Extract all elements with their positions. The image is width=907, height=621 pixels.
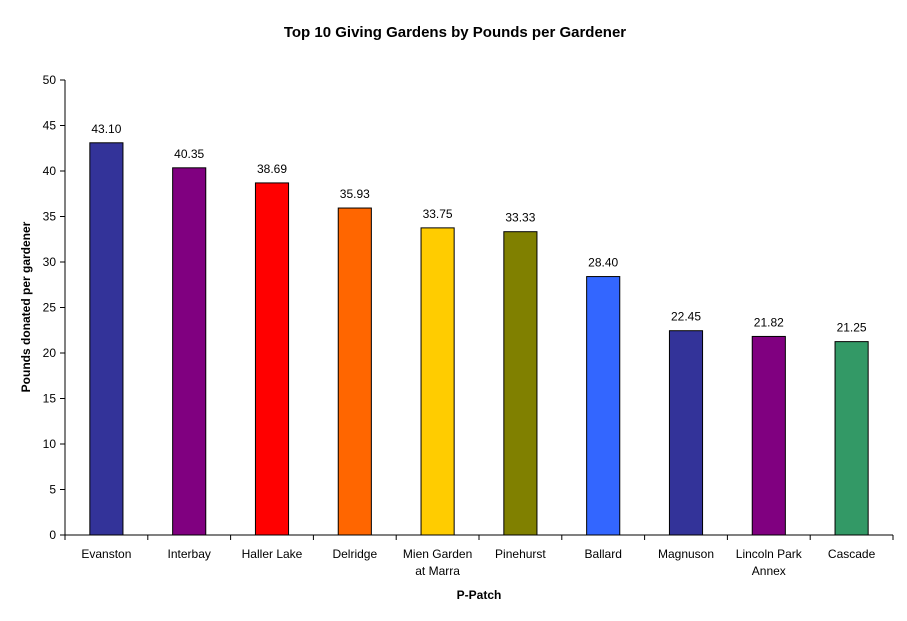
data-label: 33.75 [423, 207, 453, 221]
bar [172, 167, 207, 536]
y-tick-label: 5 [49, 483, 56, 497]
plot-area: 0 5 10 15 20 25 30 35 40 45 50 43.10 Evanston 40.35 In… [43, 73, 894, 578]
chart-title: Top 10 Giving Gardens by Pounds per Gard… [284, 24, 626, 41]
data-label: 21.25 [837, 321, 867, 335]
data-label: 33.33 [505, 211, 535, 225]
y-axis-title: Pounds donated per gardener [19, 221, 33, 392]
data-label: 43.10 [91, 122, 121, 136]
y-tick-label: 35 [43, 210, 57, 224]
bar [668, 330, 704, 536]
category-label: Magnuson [658, 547, 714, 561]
category-label: Lincoln Park [736, 547, 803, 561]
category-label: Delridge [332, 547, 377, 561]
category-label: Ballard [585, 547, 622, 561]
category-label: Mien Garden [403, 547, 472, 561]
bar [503, 231, 538, 536]
bar [420, 227, 455, 536]
y-tick-label: 20 [43, 346, 57, 360]
x-axis-title: P-Patch [457, 588, 502, 602]
y-tick-label: 10 [43, 437, 57, 451]
data-label: 38.69 [257, 162, 287, 176]
bar [254, 182, 290, 536]
category-label: Annex [752, 564, 786, 578]
data-label: 22.45 [671, 310, 701, 324]
y-tick-label: 15 [43, 392, 57, 406]
y-tick-label: 25 [43, 301, 57, 315]
y-tick-label: 30 [43, 255, 57, 269]
data-label: 40.35 [174, 147, 204, 161]
category-label: Haller Lake [242, 547, 303, 561]
y-tick-label: 45 [43, 119, 57, 133]
data-label: 35.93 [340, 187, 370, 201]
category-label: at Marra [415, 564, 460, 578]
bar [89, 142, 124, 536]
bar [834, 341, 869, 536]
data-label: 28.40 [588, 256, 618, 270]
category-label: Evanston [81, 547, 131, 561]
y-tick-label: 0 [49, 528, 56, 542]
category-label: Cascade [828, 547, 876, 561]
category-label: Pinehurst [495, 547, 546, 561]
y-tick-label: 40 [43, 164, 57, 178]
data-label: 21.82 [754, 315, 784, 329]
bar [751, 335, 786, 536]
bar [337, 207, 372, 536]
y-tick-label: 50 [43, 73, 57, 87]
bar [586, 276, 621, 536]
category-label: Interbay [168, 547, 211, 561]
